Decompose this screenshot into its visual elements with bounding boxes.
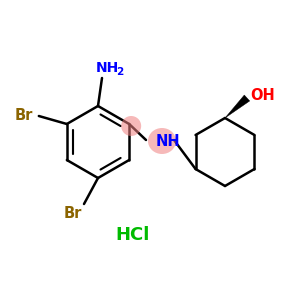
Ellipse shape (148, 128, 176, 154)
Polygon shape (225, 95, 250, 118)
Text: OH: OH (250, 88, 275, 103)
Text: Br: Br (64, 206, 82, 221)
Text: NH: NH (156, 134, 181, 148)
Text: HCl: HCl (115, 226, 149, 244)
Text: Br: Br (15, 109, 33, 124)
Ellipse shape (121, 116, 141, 136)
Text: 2: 2 (116, 67, 123, 77)
Text: NH: NH (96, 61, 119, 75)
